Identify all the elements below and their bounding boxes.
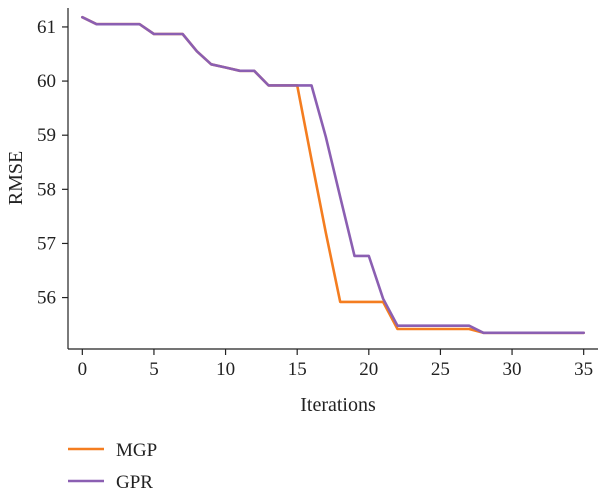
legend-label-mgp: MGP <box>116 440 157 461</box>
y-tick-label: 59 <box>37 125 56 146</box>
plot-frame <box>67 8 598 350</box>
y-tick-label: 60 <box>37 71 56 92</box>
x-tick-label: 30 <box>503 359 522 380</box>
y-axis-title: RMSE <box>5 151 27 205</box>
x-tick-label: 25 <box>431 359 450 380</box>
y-tick-label: 57 <box>37 233 56 254</box>
y-tick-label: 56 <box>37 288 56 309</box>
series-line-gpr <box>81 15 586 335</box>
x-tick-label: 15 <box>288 359 307 380</box>
series-line-mgp <box>81 15 586 335</box>
y-tick-label: 58 <box>37 179 56 200</box>
x-tick-label: 20 <box>359 359 378 380</box>
y-axis-ticks: 56 57 58 59 60 61 <box>37 17 68 309</box>
legend: MGP GPR <box>68 440 157 493</box>
x-tick-label: 0 <box>78 359 88 380</box>
x-axis-title: Iterations <box>300 394 376 416</box>
series-lines <box>81 15 586 335</box>
legend-label-gpr: GPR <box>116 472 153 493</box>
x-axis-ticks: 0 5 10 15 20 25 30 35 <box>78 349 593 380</box>
y-tick-label: 61 <box>37 17 56 38</box>
x-tick-label: 10 <box>216 359 235 380</box>
x-tick-label: 35 <box>574 359 593 380</box>
x-tick-label: 5 <box>149 359 159 380</box>
